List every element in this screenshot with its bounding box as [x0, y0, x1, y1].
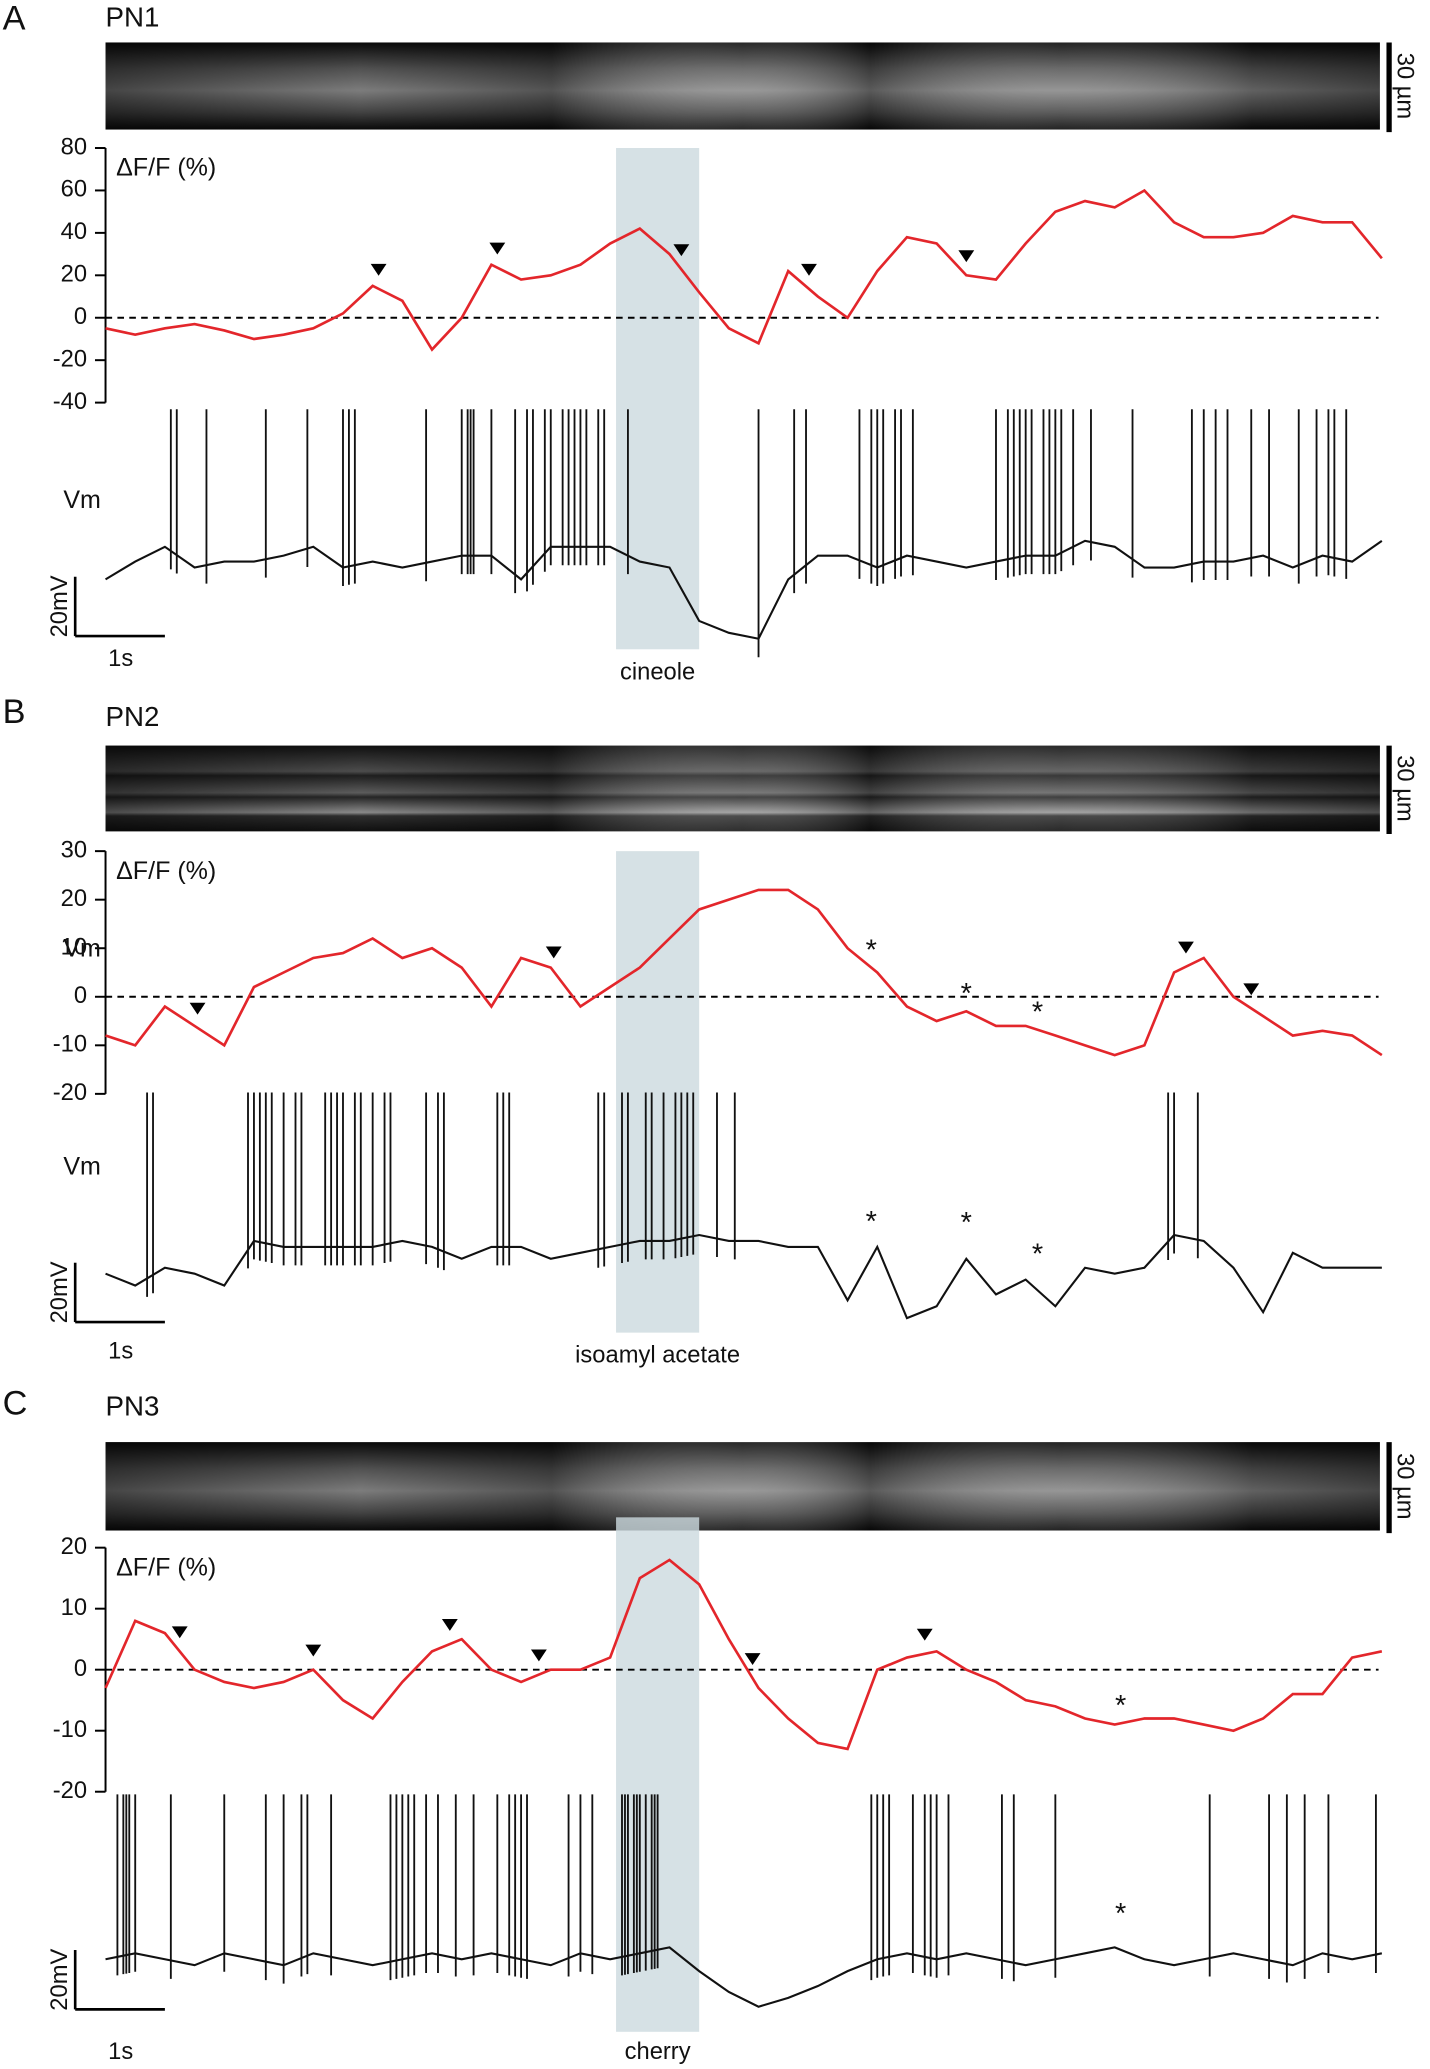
- y-tick-label: 0: [74, 1656, 87, 1682]
- vm-trace: [105, 1233, 1382, 1320]
- y-axis-label: ΔF/F (%): [116, 857, 216, 885]
- arrowhead: [530, 1649, 547, 1662]
- stimulus-label: cherry: [625, 2039, 691, 2065]
- y-tick-label: -20: [53, 346, 87, 372]
- arrowhead: [189, 1002, 206, 1015]
- vm-label: Vm: [63, 1152, 101, 1180]
- asterisk: *: [1032, 997, 1043, 1029]
- y-tick-label: 10: [61, 934, 87, 960]
- scale-label: 30 µm: [1391, 53, 1417, 119]
- vm-label: Vm: [63, 486, 101, 514]
- time-scale-label: 1s: [108, 1339, 133, 1365]
- arrowhead: [958, 250, 975, 263]
- y-tick-label: -10: [53, 1717, 87, 1743]
- stimulus-window: [616, 851, 700, 1333]
- arrowhead: [305, 1644, 322, 1657]
- arrowhead: [1178, 941, 1194, 954]
- scale-label: 30 µm: [1391, 1453, 1417, 1519]
- asterisk: *: [1032, 1239, 1043, 1271]
- y-axis-label: ΔF/F (%): [116, 154, 216, 182]
- dff-trace: [105, 188, 1383, 352]
- arrowhead: [744, 1653, 761, 1666]
- asterisk: *: [961, 1207, 972, 1239]
- time-scale-label: 1s: [108, 646, 133, 672]
- y-tick-label: -40: [53, 389, 87, 415]
- voltage-scale-label: 20mV: [47, 1949, 73, 2011]
- panel-title: PN3: [106, 1391, 160, 1422]
- linescan-shading: [105, 42, 1380, 130]
- arrowhead: [489, 242, 506, 255]
- stimulus-label: cineole: [620, 659, 695, 685]
- linescan-shading: [105, 1442, 1380, 1531]
- y-tick-label: 80: [61, 134, 87, 160]
- vm-trace: [104, 539, 1383, 640]
- asterisk: *: [1115, 1690, 1126, 1722]
- y-tick-label: -10: [53, 1032, 87, 1058]
- y-tick-label: -20: [53, 1778, 87, 1804]
- arrowhead: [545, 946, 562, 959]
- time-scale-label: 1s: [108, 2039, 133, 2065]
- panel: A PN1 30 µm cineole -40 -20 0 20 40 60 80 ΔF/F (%) V…: [3, 0, 1418, 685]
- y-tick-label: 20: [61, 886, 87, 912]
- y-tick-label: 20: [61, 262, 87, 288]
- y-tick-label: 0: [74, 304, 87, 330]
- arrowhead: [171, 1626, 188, 1639]
- voltage-scale-label: 20mV: [47, 575, 73, 637]
- y-tick-label: 60: [61, 177, 87, 203]
- y-tick-label: -20: [53, 1080, 87, 1106]
- asterisk: *: [866, 1206, 877, 1238]
- y-tick-label: 20: [61, 1534, 87, 1560]
- arrowhead: [1243, 983, 1260, 996]
- arrowhead: [916, 1628, 933, 1641]
- voltage-scale-label: 20mV: [47, 1261, 73, 1323]
- panel-label: C: [3, 1384, 28, 1422]
- panel-label: B: [3, 693, 26, 731]
- y-tick-label: 40: [61, 219, 87, 245]
- y-tick-label: 0: [74, 983, 87, 1009]
- dff-trace: [104, 1558, 1383, 1751]
- panel: C PN3 30 µm cherry -20 -10 0 10 20 ΔF/F (%) * Vm * 20…: [3, 935, 1418, 2065]
- y-axis-label: ΔF/F (%): [116, 1553, 216, 1581]
- vm-trace: [105, 1946, 1383, 2008]
- y-tick-label: 10: [61, 1595, 87, 1621]
- arrowhead: [441, 1618, 458, 1631]
- panel-label: A: [3, 0, 26, 37]
- y-tick-label: 30: [61, 837, 87, 863]
- arrowhead: [673, 244, 690, 257]
- asterisk: *: [961, 978, 972, 1010]
- arrowhead: [370, 263, 387, 276]
- asterisk: *: [866, 934, 877, 966]
- dff-trace: [105, 888, 1383, 1057]
- panel-title: PN2: [106, 701, 160, 732]
- asterisk: *: [1115, 1898, 1126, 1930]
- stimulus-label: isoamyl acetate: [575, 1343, 740, 1369]
- vm-label: Vm: [63, 935, 101, 963]
- linescan-shading: [105, 745, 1380, 832]
- scale-label: 30 µm: [1391, 755, 1417, 821]
- panel: B PN2 30 µm isoamyl acetate -20 -10 0 10 20 30 ΔF/…: [3, 693, 1418, 1368]
- arrowhead: [801, 263, 817, 276]
- panel-title: PN1: [106, 2, 160, 33]
